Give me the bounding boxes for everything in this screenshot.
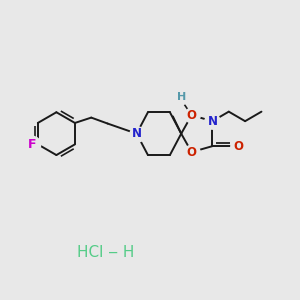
Text: O: O <box>187 146 196 159</box>
Text: O: O <box>187 109 196 122</box>
Text: N: N <box>132 127 142 140</box>
Text: O: O <box>233 140 243 153</box>
Text: H: H <box>177 92 186 102</box>
Text: F: F <box>28 138 37 151</box>
Text: HCl ‒ H: HCl ‒ H <box>77 245 134 260</box>
Text: N: N <box>207 115 218 128</box>
